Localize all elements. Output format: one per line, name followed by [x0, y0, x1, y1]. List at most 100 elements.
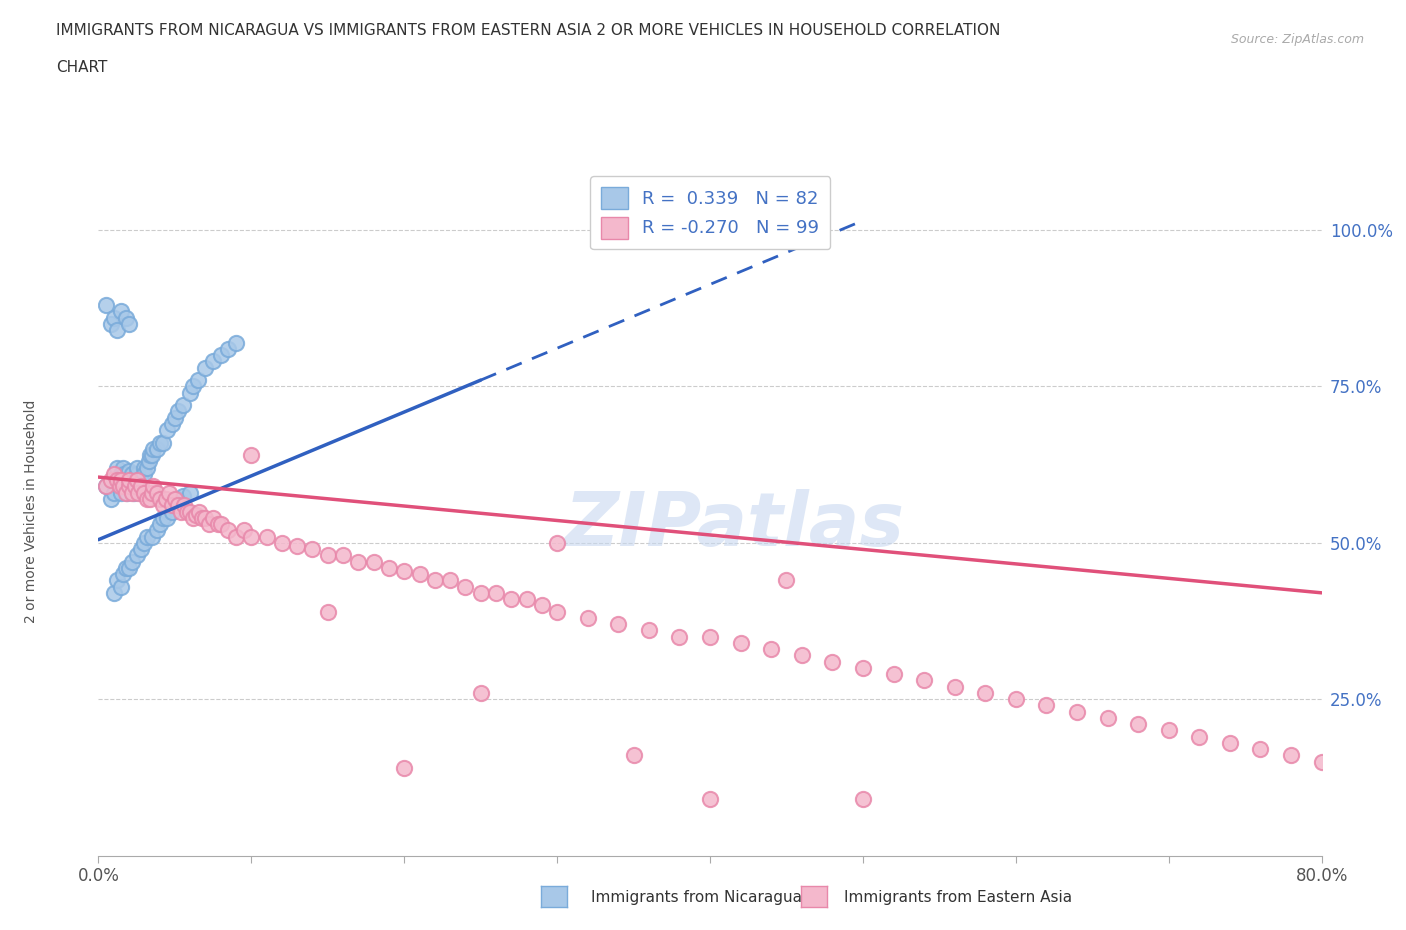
Point [392, 564, 416, 578]
Point [103, 585, 125, 600]
Point [100, 492, 122, 507]
Point [1004, 692, 1026, 707]
Point [209, 348, 232, 363]
Point [127, 485, 149, 500]
Point [181, 511, 204, 525]
Point [176, 504, 198, 519]
Point [156, 423, 179, 438]
Point [103, 310, 125, 325]
Point [160, 498, 183, 512]
Point [125, 467, 148, 482]
Point [197, 516, 219, 531]
Point [118, 316, 141, 331]
Point [167, 492, 190, 507]
Point [883, 667, 905, 682]
Point [115, 310, 138, 325]
Point [149, 492, 172, 507]
Point [1310, 754, 1333, 769]
Point [576, 610, 599, 625]
Point [167, 404, 190, 418]
Point [1279, 748, 1302, 763]
Point [270, 536, 292, 551]
Point [1128, 717, 1150, 732]
Point [136, 460, 159, 475]
Point [115, 472, 138, 487]
Point [181, 379, 204, 393]
Point [790, 648, 813, 663]
Point [115, 485, 138, 500]
Point [202, 354, 225, 369]
Point [852, 791, 875, 806]
Point [94, 479, 117, 494]
Point [217, 341, 239, 356]
Legend: R =  0.339   N = 82, R = -0.270   N = 99: R = 0.339 N = 82, R = -0.270 N = 99 [591, 177, 830, 249]
Point [1035, 698, 1057, 713]
Point [179, 504, 201, 519]
Point [699, 791, 721, 806]
Text: Immigrants from Eastern Asia: Immigrants from Eastern Asia [844, 890, 1071, 905]
Text: ZIPatlas: ZIPatlas [564, 489, 904, 562]
Point [152, 511, 174, 525]
Point [202, 511, 225, 525]
Point [112, 467, 135, 482]
Point [100, 316, 122, 331]
Point [125, 460, 148, 475]
Point [145, 442, 167, 457]
Point [530, 598, 553, 613]
Point [163, 498, 186, 512]
Point [127, 472, 149, 487]
Point [118, 479, 141, 494]
Point [194, 511, 217, 525]
Point [363, 554, 385, 569]
Point [163, 492, 186, 507]
Point [408, 566, 430, 581]
Point [125, 472, 148, 487]
Point [546, 536, 568, 551]
Point [470, 685, 492, 700]
Point [118, 472, 141, 487]
Point [256, 529, 278, 544]
Point [623, 748, 645, 763]
Point [138, 454, 160, 469]
Point [316, 548, 339, 563]
Point [501, 591, 523, 606]
Point [668, 630, 690, 644]
Point [852, 660, 875, 675]
Point [191, 511, 214, 525]
Point [110, 304, 132, 319]
Point [121, 467, 143, 482]
Point [607, 617, 630, 631]
Point [136, 529, 159, 544]
Point [454, 579, 477, 594]
Point [118, 463, 141, 478]
Point [129, 485, 152, 500]
Point [439, 573, 461, 588]
Point [637, 623, 661, 638]
Point [240, 447, 263, 462]
Point [108, 479, 131, 494]
Point [136, 492, 159, 507]
Text: Source: ZipAtlas.com: Source: ZipAtlas.com [1230, 33, 1364, 46]
Point [155, 492, 177, 507]
Point [173, 498, 195, 512]
Point [1188, 729, 1211, 744]
Point [187, 373, 209, 388]
Point [124, 479, 146, 494]
Point [974, 685, 997, 700]
Point [172, 488, 194, 503]
Point [378, 561, 401, 576]
Point [129, 472, 152, 487]
Point [105, 472, 128, 487]
Point [392, 761, 416, 776]
Point [105, 472, 128, 487]
Point [179, 385, 201, 400]
Point [117, 485, 139, 500]
Point [775, 573, 797, 588]
Point [94, 298, 117, 312]
Point [1066, 704, 1088, 719]
Text: Immigrants from Nicaragua: Immigrants from Nicaragua [591, 890, 801, 905]
Point [163, 410, 186, 425]
Point [170, 504, 193, 519]
Point [118, 479, 141, 494]
Point [141, 485, 163, 500]
